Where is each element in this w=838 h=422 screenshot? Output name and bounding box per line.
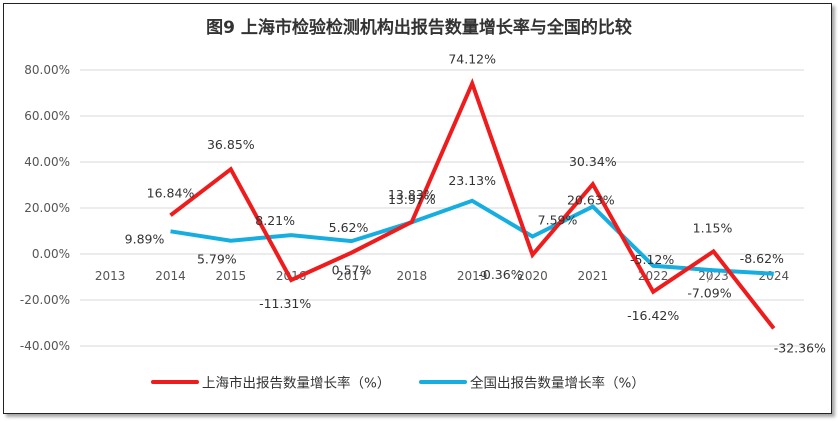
data-label-shanghai: 0.57%: [332, 263, 372, 278]
data-label-national: -7.09%: [687, 285, 731, 300]
data-label-national: 9.89%: [125, 231, 165, 246]
y-tick-label: -20.00%: [20, 293, 70, 307]
legend-label-shanghai: 上海市出报告数量增长率（%）: [202, 375, 390, 392]
data-label-shanghai: 13.97%: [388, 192, 436, 207]
data-label-shanghai: 30.34%: [569, 154, 617, 169]
x-tick-label: 2024: [759, 269, 790, 283]
data-label-shanghai: -32.36%: [774, 340, 826, 355]
data-label-national: -5.12%: [630, 252, 674, 267]
x-tick-label: 2017: [336, 269, 367, 283]
y-tick-label: 60.00%: [24, 109, 70, 123]
y-tick-label: 40.00%: [24, 155, 70, 169]
x-tick-label: 2015: [216, 269, 247, 283]
x-tick-label: 2021: [578, 269, 609, 283]
series-lines: [169, 78, 776, 330]
y-tick-label: 80.00%: [24, 63, 70, 77]
data-label-shanghai: -11.31%: [259, 296, 311, 311]
data-label-shanghai: 36.85%: [207, 137, 255, 152]
data-label-shanghai: -16.42%: [627, 308, 679, 323]
data-label-national: 20.63%: [567, 193, 615, 208]
y-tick-label: -40.00%: [20, 339, 70, 353]
x-tick-label: 2020: [517, 269, 548, 283]
data-label-shanghai: 74.12%: [448, 52, 496, 67]
data-label-national: 8.21%: [255, 213, 295, 228]
data-label-national: 23.13%: [448, 173, 496, 188]
data-label-shanghai: 1.15%: [693, 220, 733, 235]
legend-label-national: 全国出报告数量增长率（%）: [470, 375, 645, 392]
data-label-national: -8.62%: [740, 251, 784, 266]
data-label-national: 13.83%: [388, 187, 436, 202]
data-labels: 16.84% 36.85% -11.31% 0.57% 13.97% 74.12% -0.3…: [125, 52, 826, 356]
series-line-shanghai: [169, 78, 776, 330]
x-tick-label: 2014: [155, 269, 186, 283]
y-tick-label: 20.00%: [24, 201, 70, 215]
data-label-shanghai: 16.84%: [147, 185, 195, 200]
y-tick-label: 0.00%: [32, 247, 70, 261]
series-line-national: [170, 198, 774, 276]
data-label-national: 7.59%: [538, 213, 578, 228]
data-label-national: 5.79%: [197, 252, 237, 267]
x-tick-label: 2019: [457, 269, 488, 283]
data-label-shanghai: -0.36%: [478, 267, 522, 282]
y-axis-ticks: 80.00% 60.00% 40.00% 20.00% 0.00% -20.00% -40.…: [20, 63, 70, 353]
legend: 上海市出报告数量增长率（%） 全国出报告数量增长率（%）: [151, 375, 645, 392]
gridlines: [80, 69, 804, 347]
x-tick-label: 2018: [397, 269, 428, 283]
data-label-national: 5.62%: [329, 220, 369, 235]
x-tick-label: 2013: [95, 269, 126, 283]
chart-title: 图9 上海市检验检测机构出报告数量增长率与全国的比较: [206, 17, 632, 38]
label-leader-line: [707, 273, 712, 283]
